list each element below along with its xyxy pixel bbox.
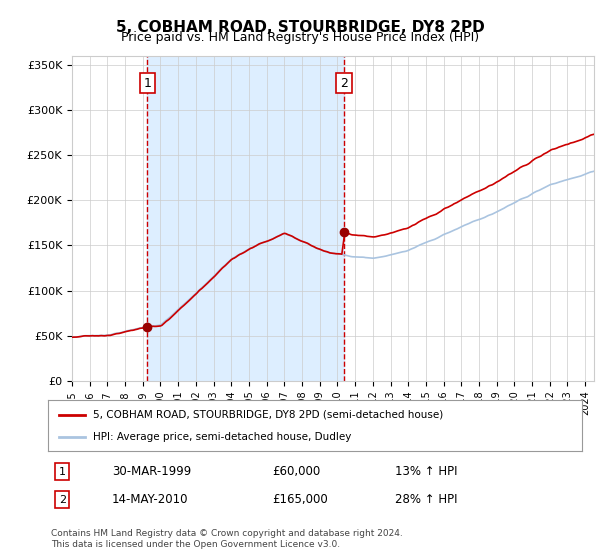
Bar xyxy=(147,56,344,381)
Text: 1: 1 xyxy=(143,77,151,90)
Text: Contains HM Land Registry data © Crown copyright and database right 2024.
This d: Contains HM Land Registry data © Crown c… xyxy=(51,529,403,549)
Text: Price paid vs. HM Land Registry's House Price Index (HPI): Price paid vs. HM Land Registry's House … xyxy=(121,31,479,44)
Text: £165,000: £165,000 xyxy=(272,493,328,506)
Text: 5, COBHAM ROAD, STOURBRIDGE, DY8 2PD: 5, COBHAM ROAD, STOURBRIDGE, DY8 2PD xyxy=(116,20,484,35)
Text: HPI: Average price, semi-detached house, Dudley: HPI: Average price, semi-detached house,… xyxy=(94,432,352,442)
Text: 13% ↑ HPI: 13% ↑ HPI xyxy=(395,465,458,478)
Text: 30-MAR-1999: 30-MAR-1999 xyxy=(112,465,191,478)
Text: 2: 2 xyxy=(59,495,66,505)
Text: 14-MAY-2010: 14-MAY-2010 xyxy=(112,493,188,506)
Text: 2: 2 xyxy=(340,77,348,90)
Text: 5, COBHAM ROAD, STOURBRIDGE, DY8 2PD (semi-detached house): 5, COBHAM ROAD, STOURBRIDGE, DY8 2PD (se… xyxy=(94,409,443,419)
Text: 1: 1 xyxy=(59,467,65,477)
Text: £60,000: £60,000 xyxy=(272,465,320,478)
Text: 28% ↑ HPI: 28% ↑ HPI xyxy=(395,493,458,506)
